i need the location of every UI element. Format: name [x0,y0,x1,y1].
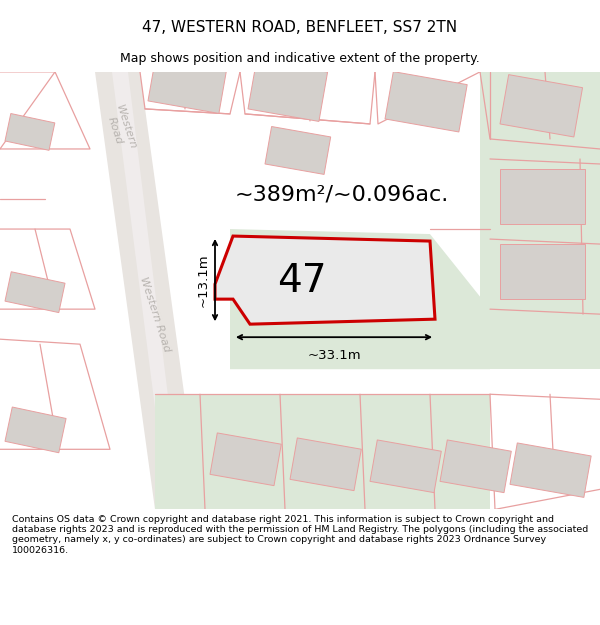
Bar [370,440,442,493]
Text: Map shows position and indicative extent of the property.: Map shows position and indicative extent… [120,52,480,65]
Polygon shape [215,236,435,324]
Bar [210,433,281,486]
Bar [510,443,591,498]
Bar [500,74,583,137]
Polygon shape [480,72,600,369]
Bar [148,52,227,113]
Bar [5,407,66,452]
Bar [265,126,331,174]
Bar [248,59,328,121]
Polygon shape [155,394,490,509]
Polygon shape [95,72,200,509]
Text: 47, WESTERN ROAD, BENFLEET, SS7 2TN: 47, WESTERN ROAD, BENFLEET, SS7 2TN [142,20,458,35]
Bar [500,244,585,299]
Text: ~33.1m: ~33.1m [307,349,361,362]
Text: ~13.1m: ~13.1m [197,253,210,307]
Text: ~389m²/~0.096ac.: ~389m²/~0.096ac. [235,184,449,204]
Bar [5,272,65,312]
Bar [385,72,467,132]
Polygon shape [230,229,490,369]
Polygon shape [112,72,182,509]
Bar [440,440,511,493]
Bar [290,438,361,491]
Text: Western
Road: Western Road [103,104,137,154]
Bar [500,169,585,224]
Text: Western Road: Western Road [138,275,172,353]
Text: 47: 47 [277,262,327,300]
Bar [5,114,55,151]
Text: Contains OS data © Crown copyright and database right 2021. This information is : Contains OS data © Crown copyright and d… [12,515,588,555]
